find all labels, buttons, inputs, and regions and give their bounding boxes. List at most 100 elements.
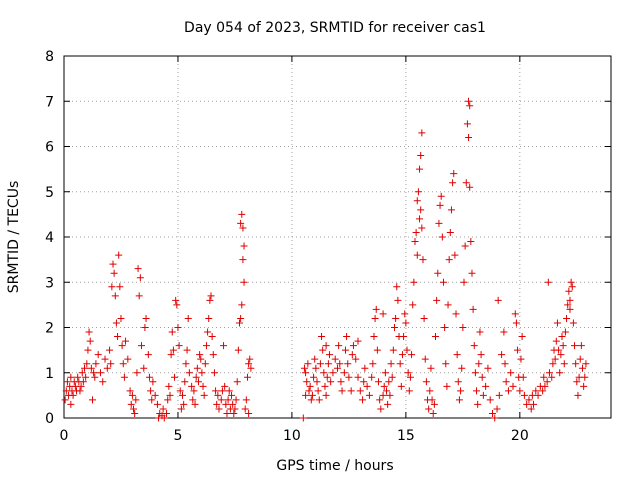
y-tick-label: 7 <box>45 94 54 110</box>
data-point <box>192 373 200 381</box>
y-tick-label: 0 <box>45 411 54 427</box>
data-point <box>145 373 153 381</box>
data-point <box>176 387 184 395</box>
data-point <box>136 274 144 282</box>
data-point <box>222 400 230 408</box>
data-point <box>305 387 313 395</box>
data-point <box>433 296 441 304</box>
data-point <box>430 400 438 408</box>
data-point <box>498 351 506 359</box>
data-point <box>118 342 126 350</box>
data-point <box>81 364 89 372</box>
data-point <box>504 387 512 395</box>
x-tick-label: 20 <box>511 428 529 444</box>
data-point <box>235 319 243 327</box>
data-point <box>111 292 119 300</box>
data-point <box>127 400 135 408</box>
data-point <box>435 219 443 227</box>
data-point <box>323 373 331 381</box>
data-point <box>428 396 436 404</box>
data-point <box>312 364 320 372</box>
data-point <box>194 378 202 386</box>
data-point <box>84 346 92 354</box>
data-point <box>106 346 114 354</box>
data-point <box>576 355 584 363</box>
data-point <box>331 355 339 363</box>
data-point <box>214 391 222 399</box>
data-point <box>573 378 581 386</box>
data-point <box>394 296 402 304</box>
data-point <box>337 378 345 386</box>
data-point <box>455 396 463 404</box>
data-point <box>356 387 364 395</box>
data-point <box>574 391 582 399</box>
data-point <box>110 269 118 277</box>
data-point <box>582 360 590 368</box>
data-point <box>520 391 528 399</box>
data-point <box>501 360 509 368</box>
data-point <box>231 405 239 413</box>
data-point <box>482 382 490 390</box>
data-point <box>380 382 388 390</box>
data-point <box>462 179 470 187</box>
data-point <box>212 387 220 395</box>
data-point <box>469 305 477 313</box>
data-point <box>322 342 330 350</box>
data-point <box>567 278 575 286</box>
data-point <box>107 360 115 368</box>
data-point <box>171 373 179 381</box>
data-point <box>413 197 421 205</box>
data-point <box>421 355 429 363</box>
data-point <box>108 283 116 291</box>
data-point <box>200 391 208 399</box>
data-point <box>466 183 474 191</box>
data-point <box>527 405 535 413</box>
data-point <box>299 414 307 422</box>
data-point <box>566 296 574 304</box>
data-point <box>441 324 449 331</box>
data-point <box>96 369 104 377</box>
data-point <box>556 369 564 377</box>
data-point <box>184 314 192 322</box>
data-point <box>345 373 353 381</box>
data-point <box>232 396 240 404</box>
data-point <box>135 292 143 300</box>
y-tick-label: 5 <box>45 185 54 201</box>
data-point <box>385 378 393 386</box>
data-point <box>175 342 183 350</box>
data-point <box>400 333 408 341</box>
data-point <box>518 333 526 341</box>
data-point <box>116 283 124 291</box>
data-point <box>580 382 588 390</box>
data-point <box>468 269 476 277</box>
data-point <box>452 310 460 318</box>
data-point <box>359 396 367 404</box>
data-point <box>572 360 580 368</box>
data-point <box>134 265 142 273</box>
data-point <box>302 369 310 377</box>
data-point <box>185 369 193 377</box>
data-point <box>465 97 473 105</box>
data-point <box>315 396 323 404</box>
data-point <box>349 342 357 350</box>
data-point <box>247 364 255 372</box>
data-point <box>320 369 328 377</box>
data-point <box>196 351 204 359</box>
data-point <box>300 364 308 372</box>
data-point <box>398 351 406 359</box>
data-point <box>239 256 247 264</box>
data-point <box>507 369 515 377</box>
data-point <box>467 238 475 246</box>
data-point <box>534 391 542 399</box>
data-point <box>343 333 351 341</box>
data-point <box>474 400 482 408</box>
data-point <box>447 206 455 214</box>
data-point <box>241 405 249 413</box>
data-point <box>233 378 241 386</box>
data-point <box>238 210 246 218</box>
data-point <box>543 378 551 386</box>
data-point <box>202 342 210 350</box>
data-point <box>565 287 573 295</box>
data-point <box>463 120 471 128</box>
data-point <box>427 364 435 372</box>
